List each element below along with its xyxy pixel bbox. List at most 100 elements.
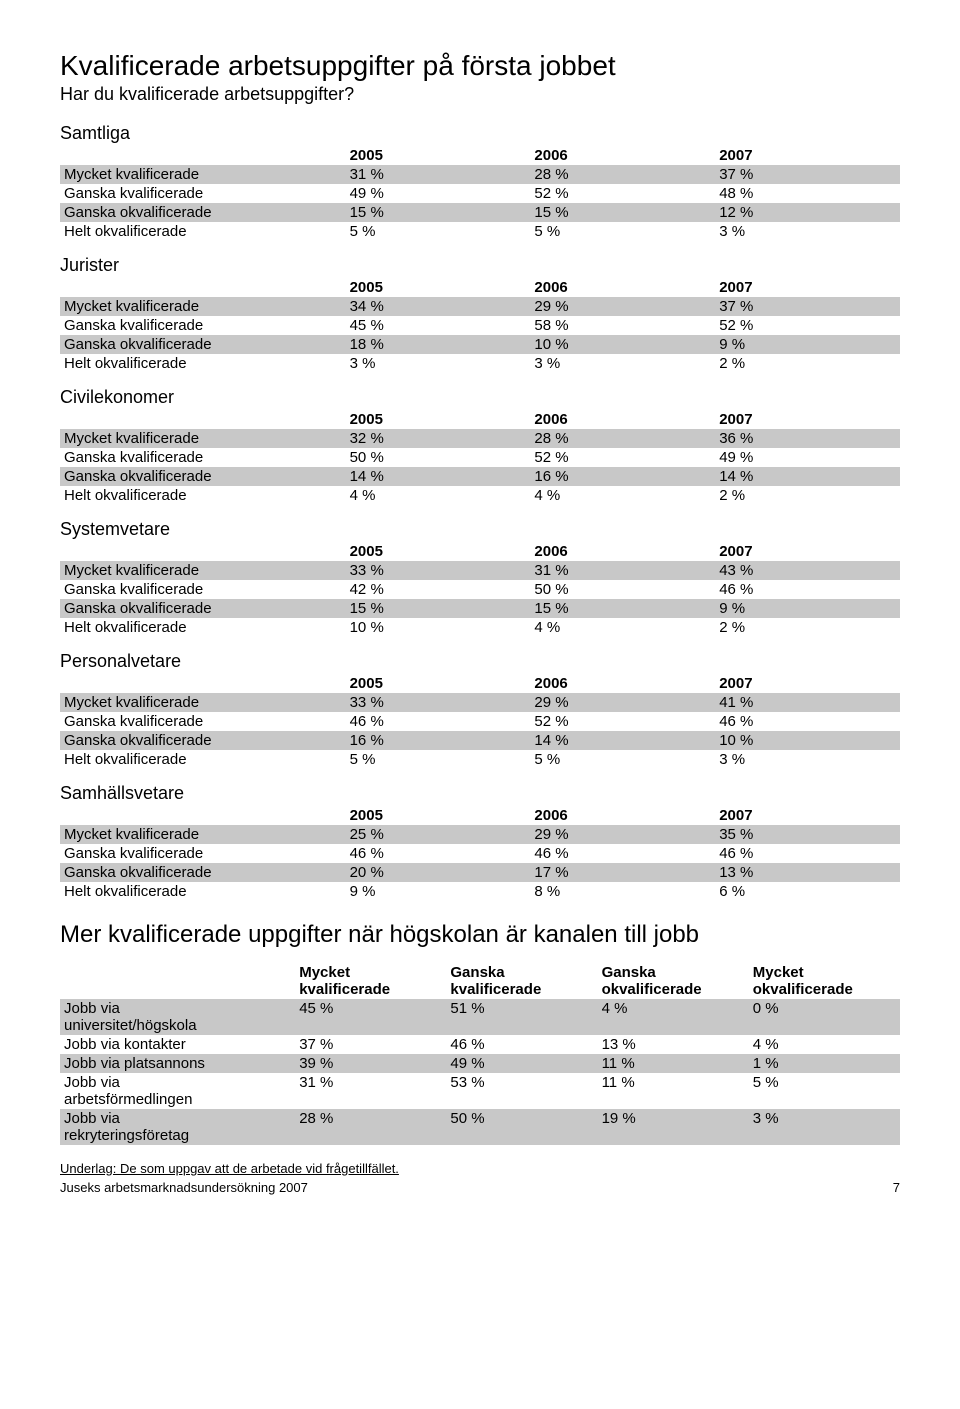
row-label: Mycket kvalificerade (60, 297, 346, 316)
row-label: Ganska kvalificerade (60, 448, 346, 467)
year-header: 2006 (530, 278, 715, 297)
table-cell: 49 % (346, 184, 531, 203)
row-label: Ganska okvalificerade (60, 467, 346, 486)
table-cell: 14 % (346, 467, 531, 486)
year-header: 2005 (346, 674, 531, 693)
table-cell: 5 % (530, 222, 715, 241)
table-cell: 46 % (346, 844, 531, 863)
table-cell: 13 % (715, 863, 900, 882)
table-cell: 46 % (530, 844, 715, 863)
page-subtitle: Har du kvalificerade arbetsuppgifter? (60, 84, 900, 105)
table-cell: 48 % (715, 184, 900, 203)
table-cell: 34 % (346, 297, 531, 316)
group-table: 200520062007 Mycket kvalificerade31 %28 %… (60, 146, 900, 241)
table-cell: 15 % (530, 203, 715, 222)
footer-left: Juseks arbetsmarknadsundersökning 2007 (60, 1180, 308, 1195)
row-label: Mycket kvalificerade (60, 825, 346, 844)
table-cell: 12 % (715, 203, 900, 222)
table-cell: 4 % (749, 1035, 900, 1054)
group-title: Samtliga (60, 123, 900, 144)
row-label: Ganska okvalificerade (60, 335, 346, 354)
table-cell: 0 % (749, 999, 900, 1035)
table-cell: 29 % (530, 825, 715, 844)
table-cell: 28 % (530, 165, 715, 184)
table-cell: 25 % (346, 825, 531, 844)
row-label: Jobb via kontakter (60, 1035, 295, 1054)
group-title: Systemvetare (60, 519, 900, 540)
table-cell: 49 % (715, 448, 900, 467)
year-header: 2006 (530, 542, 715, 561)
table-cell: 16 % (530, 467, 715, 486)
row-label: Mycket kvalificerade (60, 165, 346, 184)
table-cell: 11 % (598, 1073, 749, 1109)
table-cell: 37 % (295, 1035, 446, 1054)
table-cell: 52 % (530, 712, 715, 731)
group-table: 200520062007Mycket kvalificerade34 %29 %… (60, 278, 900, 373)
row-label: Ganska okvalificerade (60, 863, 346, 882)
table-cell: 29 % (530, 297, 715, 316)
row-label: Helt okvalificerade (60, 750, 346, 769)
table-cell: 5 % (530, 750, 715, 769)
table-cell: 2 % (715, 354, 900, 373)
year-header: 2007 (715, 146, 900, 165)
year-header: 2005 (346, 146, 531, 165)
row-label: Ganska kvalificerade (60, 316, 346, 335)
row-label: Mycket kvalificerade (60, 693, 346, 712)
footnote: Underlag: De som uppgav att de arbetade … (60, 1161, 900, 1176)
row-label: Ganska okvalificerade (60, 731, 346, 750)
year-header: 2005 (346, 542, 531, 561)
table-cell: 46 % (715, 712, 900, 731)
column-header: Mycketokvalificerade (749, 963, 900, 999)
table-cell: 19 % (598, 1109, 749, 1145)
group-title: Personalvetare (60, 651, 900, 672)
table-cell: 46 % (446, 1035, 597, 1054)
table-cell: 10 % (530, 335, 715, 354)
table-cell: 37 % (715, 165, 900, 184)
table-cell: 28 % (530, 429, 715, 448)
row-label: Ganska kvalificerade (60, 712, 346, 731)
table-cell: 5 % (346, 750, 531, 769)
table-cell: 9 % (715, 599, 900, 618)
channel-table: MycketkvalificeradeGanskakvalificeradeGa… (60, 963, 900, 1145)
table-cell: 2 % (715, 618, 900, 637)
table-cell: 51 % (446, 999, 597, 1035)
year-header: 2007 (715, 674, 900, 693)
table-cell: 14 % (715, 467, 900, 486)
group-title: Civilekonomer (60, 387, 900, 408)
table-cell: 5 % (346, 222, 531, 241)
row-label: Helt okvalificerade (60, 486, 346, 505)
table-cell (60, 542, 346, 561)
column-header: Mycketkvalificerade (295, 963, 446, 999)
table-cell: 35 % (715, 825, 900, 844)
table-cell: 3 % (530, 354, 715, 373)
year-header: 2007 (715, 278, 900, 297)
table-cell: 15 % (530, 599, 715, 618)
table-cell: 28 % (295, 1109, 446, 1145)
table-cell: 2 % (715, 486, 900, 505)
table-cell: 3 % (749, 1109, 900, 1145)
table-cell: 50 % (530, 580, 715, 599)
row-label: Jobb viauniversitet/högskola (60, 999, 295, 1035)
table-cell: 45 % (295, 999, 446, 1035)
row-label: Ganska kvalificerade (60, 580, 346, 599)
table-cell: 9 % (715, 335, 900, 354)
row-label: Ganska okvalificerade (60, 599, 346, 618)
table-cell: 4 % (530, 486, 715, 505)
row-label: Mycket kvalificerade (60, 561, 346, 580)
table-cell: 58 % (530, 316, 715, 335)
table-cell: 13 % (598, 1035, 749, 1054)
year-header: 2006 (530, 806, 715, 825)
section2-title: Mer kvalificerade uppgifter när högskola… (60, 921, 900, 949)
year-header: 2007 (715, 542, 900, 561)
table-cell: 8 % (530, 882, 715, 901)
column-header: Ganskaokvalificerade (598, 963, 749, 999)
table-cell: 45 % (346, 316, 531, 335)
table-cell: 5 % (749, 1073, 900, 1109)
year-header: 2006 (530, 146, 715, 165)
table-cell: 31 % (295, 1073, 446, 1109)
table-cell: 31 % (346, 165, 531, 184)
group-table: 200520062007Mycket kvalificerade32 %28 %… (60, 410, 900, 505)
row-label: Helt okvalificerade (60, 222, 346, 241)
table-cell: 39 % (295, 1054, 446, 1073)
page-title: Kvalificerade arbetsuppgifter på första … (60, 50, 900, 82)
